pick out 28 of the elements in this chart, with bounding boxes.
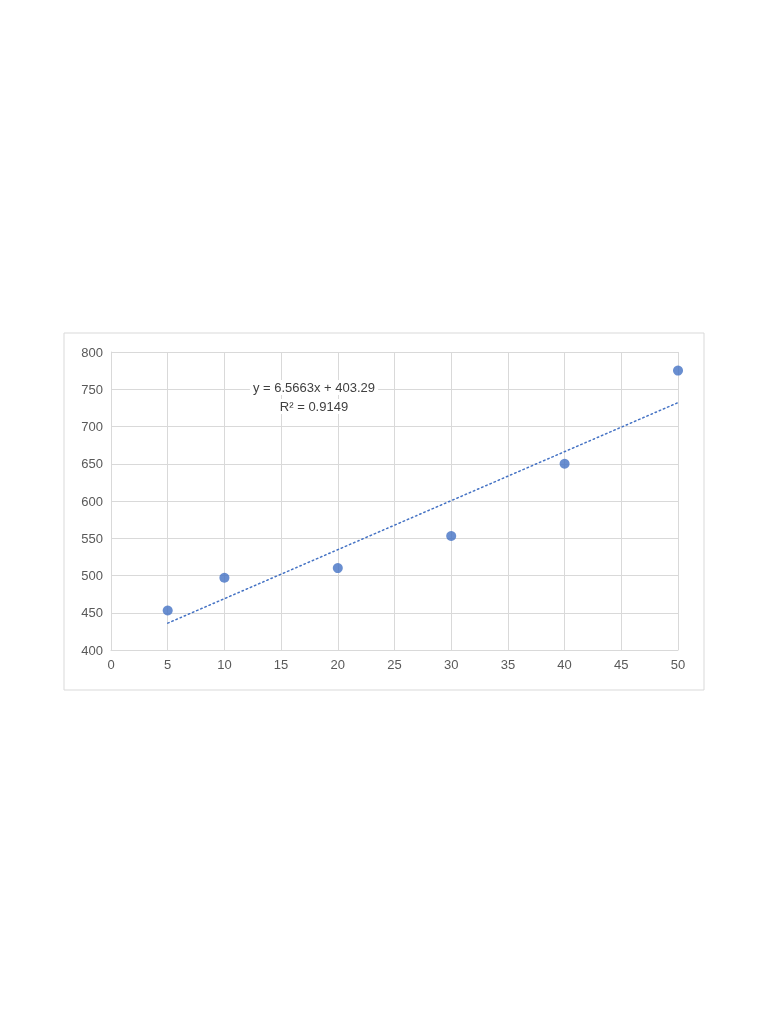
x-tick-label: 45 <box>614 657 629 672</box>
point <box>219 572 230 583</box>
y-tick-label: 550 <box>81 530 103 546</box>
annotation: R² = 0.9149 <box>279 399 349 414</box>
point <box>559 458 570 469</box>
y-tick-label: 750 <box>81 381 103 397</box>
point <box>332 563 343 574</box>
x-tick-label: 50 <box>670 657 686 672</box>
x-tick-label: 5 <box>164 657 172 672</box>
y-tick-label: 700 <box>81 419 103 434</box>
x-tick-label: 20 <box>330 657 346 672</box>
point <box>673 365 683 376</box>
point <box>162 605 173 616</box>
x-tick-label: 35 <box>500 657 516 672</box>
x-tick-label: 0 <box>107 657 115 672</box>
x-tick-label: 30 <box>443 657 459 672</box>
y-tick-label: 500 <box>81 568 103 583</box>
x-tick-label: 10 <box>217 657 232 672</box>
y-tick-label: 450 <box>81 605 103 621</box>
y-tick-label: 800 <box>81 344 103 360</box>
x-tick-label: 15 <box>273 657 289 672</box>
y-tick-label: 650 <box>81 456 103 472</box>
y-tick-label: 600 <box>81 493 103 509</box>
point <box>446 531 457 542</box>
x-tick-label: 40 <box>557 657 572 672</box>
y-tick-label: 400 <box>81 642 103 658</box>
x-tick-label: 25 <box>387 657 402 672</box>
annotation: y = 6.5663x + 403.29 <box>252 380 376 395</box>
